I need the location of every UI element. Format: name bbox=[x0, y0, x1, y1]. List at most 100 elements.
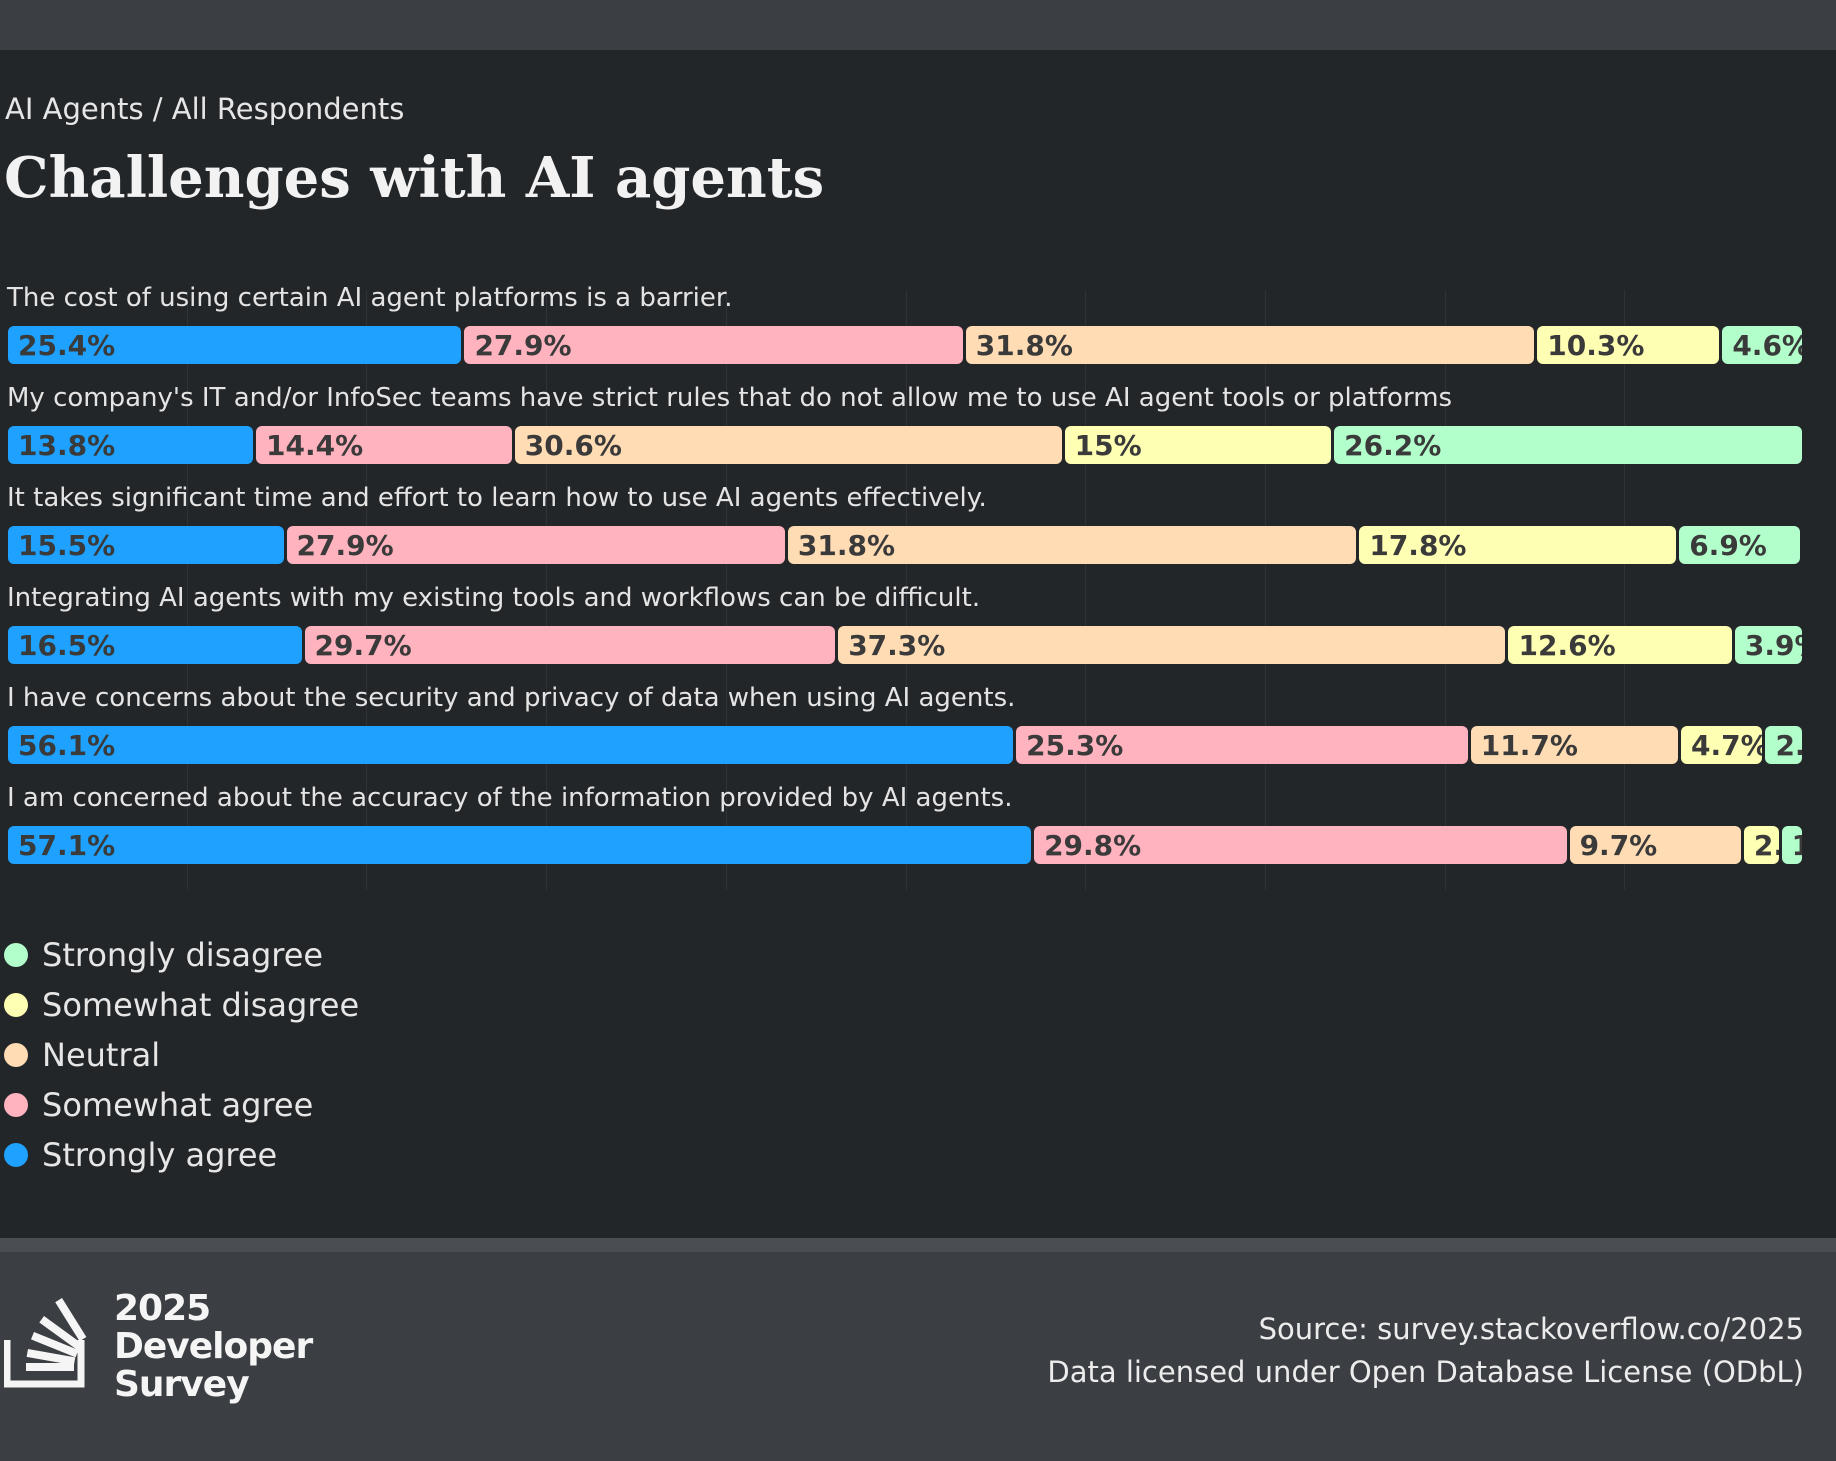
bar-segment-strongly-disagree[interactable]: 6.9% bbox=[1679, 526, 1801, 564]
gridline bbox=[546, 290, 548, 890]
bar-segment-strongly-disagree[interactable]: 4.6% bbox=[1722, 326, 1802, 364]
legend-dot-icon bbox=[4, 1143, 28, 1167]
data-label: 13.8% bbox=[18, 429, 116, 462]
data-label: 27.9% bbox=[474, 329, 572, 362]
bar-row: Integrating AI agents with my existing t… bbox=[7, 580, 1804, 680]
row-label: It takes significant time and effort to … bbox=[7, 483, 987, 513]
data-label: 15% bbox=[1074, 429, 1142, 462]
stack-overflow-logo-icon bbox=[4, 1298, 87, 1388]
gridline bbox=[1264, 290, 1266, 890]
bar-segment-neutral[interactable]: 31.8% bbox=[787, 526, 1357, 564]
bar-segment-strongly-disagree[interactable]: 3.9% bbox=[1734, 626, 1802, 664]
data-label: 29.8% bbox=[1044, 829, 1142, 862]
bar-segment-strongly-agree[interactable]: 56.1% bbox=[8, 726, 1014, 764]
footer-divider bbox=[0, 1238, 1836, 1252]
stacked-bar-chart: The cost of using certain AI agent platf… bbox=[7, 280, 1804, 890]
bar-segment-strongly-agree[interactable]: 13.8% bbox=[8, 426, 253, 464]
gridline bbox=[1624, 290, 1626, 890]
data-label: 17.8% bbox=[1369, 529, 1467, 562]
gridline bbox=[186, 290, 188, 890]
bar-segment-somewhat-disagree[interactable]: 17.8% bbox=[1359, 526, 1677, 564]
data-label: 2.1% bbox=[1753, 829, 1779, 862]
bar-segment-somewhat-agree[interactable]: 27.9% bbox=[464, 326, 963, 364]
gridline bbox=[1444, 290, 1446, 890]
data-label: 26.2% bbox=[1344, 429, 1442, 462]
bar-segment-somewhat-agree[interactable]: 29.7% bbox=[304, 626, 836, 664]
data-label: 12.6% bbox=[1518, 629, 1616, 662]
bar-segment-strongly-disagree[interactable]: 1.3% bbox=[1781, 826, 1802, 864]
survey-logo-text: 2025 Developer Survey bbox=[114, 1288, 313, 1405]
bar-row: My company's IT and/or InfoSec teams hav… bbox=[7, 380, 1804, 480]
bar-segment-somewhat-agree[interactable]: 29.8% bbox=[1034, 826, 1567, 864]
bar-row: I am concerned about the accuracy of the… bbox=[7, 780, 1804, 880]
data-label: 6.9% bbox=[1689, 529, 1767, 562]
data-label: 29.7% bbox=[314, 629, 412, 662]
bar-segment-somewhat-disagree[interactable]: 2.1% bbox=[1743, 826, 1779, 864]
bar-segment-strongly-disagree[interactable]: 26.2% bbox=[1334, 426, 1802, 464]
bar-segment-strongly-agree[interactable]: 15.5% bbox=[8, 526, 284, 564]
legend-label: Somewhat disagree bbox=[42, 986, 360, 1024]
bar-segment-somewhat-disagree[interactable]: 12.6% bbox=[1508, 626, 1732, 664]
bar-segment-somewhat-agree[interactable]: 27.9% bbox=[286, 526, 785, 564]
logo-survey: Survey bbox=[114, 1364, 250, 1405]
page-title: Challenges with AI agents bbox=[4, 145, 825, 211]
legend-label: Strongly disagree bbox=[42, 936, 324, 974]
data-label: 31.8% bbox=[975, 329, 1073, 362]
bar-segment-somewhat-disagree[interactable]: 10.3% bbox=[1537, 326, 1720, 364]
bar-segment-neutral[interactable]: 30.6% bbox=[514, 426, 1062, 464]
row-label: I have concerns about the security and p… bbox=[7, 683, 1016, 713]
bar-segment-neutral[interactable]: 31.8% bbox=[965, 326, 1535, 364]
source-info: Source: survey.stackoverflow.co/2025 Dat… bbox=[1047, 1308, 1804, 1394]
data-label: 9.7% bbox=[1579, 829, 1658, 862]
legend-dot-icon bbox=[4, 993, 28, 1017]
legend-item[interactable]: Strongly agree bbox=[4, 1130, 359, 1180]
legend-dot-icon bbox=[4, 1043, 28, 1067]
data-label: 37.3% bbox=[848, 629, 946, 662]
bar-segment-somewhat-agree[interactable]: 25.3% bbox=[1016, 726, 1468, 764]
bar-segment-somewhat-disagree[interactable]: 15% bbox=[1064, 426, 1332, 464]
data-label: 56.1% bbox=[18, 729, 116, 762]
bar-segment-neutral[interactable]: 37.3% bbox=[838, 626, 1506, 664]
data-label: 2.2% bbox=[1775, 729, 1802, 762]
legend-label: Neutral bbox=[42, 1036, 161, 1074]
source-text[interactable]: Source: survey.stackoverflow.co/2025 bbox=[1258, 1312, 1804, 1346]
data-label: 4.6% bbox=[1732, 329, 1802, 362]
data-label: 31.8% bbox=[797, 529, 896, 562]
data-label: 25.3% bbox=[1026, 729, 1124, 762]
bar-segment-neutral[interactable]: 11.7% bbox=[1470, 726, 1678, 764]
logo-year: 2025 bbox=[114, 1288, 211, 1329]
bar-row: The cost of using certain AI agent platf… bbox=[7, 280, 1804, 380]
data-label: 10.3% bbox=[1547, 329, 1645, 362]
data-label: 3.9% bbox=[1744, 629, 1802, 662]
bar-segment-strongly-disagree[interactable]: 2.2% bbox=[1765, 726, 1802, 764]
data-label: 1.3% bbox=[1791, 829, 1802, 862]
bar-segment-somewhat-disagree[interactable]: 4.7% bbox=[1681, 726, 1763, 764]
bar-segment-somewhat-agree[interactable]: 14.4% bbox=[255, 426, 512, 464]
bar-row: It takes significant time and effort to … bbox=[7, 480, 1804, 580]
data-label: 30.6% bbox=[524, 429, 622, 462]
top-band bbox=[0, 0, 1836, 50]
legend-item[interactable]: Strongly disagree bbox=[4, 930, 359, 980]
bar-segment-neutral[interactable]: 9.7% bbox=[1569, 826, 1741, 864]
row-label: My company's IT and/or InfoSec teams hav… bbox=[7, 383, 1453, 413]
legend: Strongly disagree Somewhat disagree Neutra… bbox=[4, 930, 359, 1180]
data-label: 15.5% bbox=[18, 529, 116, 562]
bar-segment-strongly-agree[interactable]: 16.5% bbox=[8, 626, 302, 664]
legend-item[interactable]: Neutral bbox=[4, 1030, 359, 1080]
gridline bbox=[366, 290, 368, 890]
legend-label: Somewhat agree bbox=[42, 1086, 314, 1124]
logo-developer: Developer bbox=[114, 1326, 313, 1367]
data-label: 27.9% bbox=[296, 529, 394, 562]
legend-item[interactable]: Somewhat disagree bbox=[4, 980, 359, 1030]
footer: 2025 Developer Survey Source: survey.sta… bbox=[0, 1252, 1836, 1461]
legend-item[interactable]: Somewhat agree bbox=[4, 1080, 359, 1130]
data-label: 11.7% bbox=[1480, 729, 1578, 762]
bar-segment-strongly-agree[interactable]: 25.4% bbox=[8, 326, 462, 364]
bar-segment-strongly-agree[interactable]: 57.1% bbox=[8, 826, 1032, 864]
legend-label: Strongly agree bbox=[42, 1136, 278, 1174]
row-label: Integrating AI agents with my existing t… bbox=[7, 583, 981, 613]
gridline bbox=[905, 290, 907, 890]
data-label: 25.4% bbox=[18, 329, 116, 362]
legend-dot-icon bbox=[4, 1093, 28, 1117]
breadcrumb: AI Agents / All Respondents bbox=[5, 92, 405, 126]
